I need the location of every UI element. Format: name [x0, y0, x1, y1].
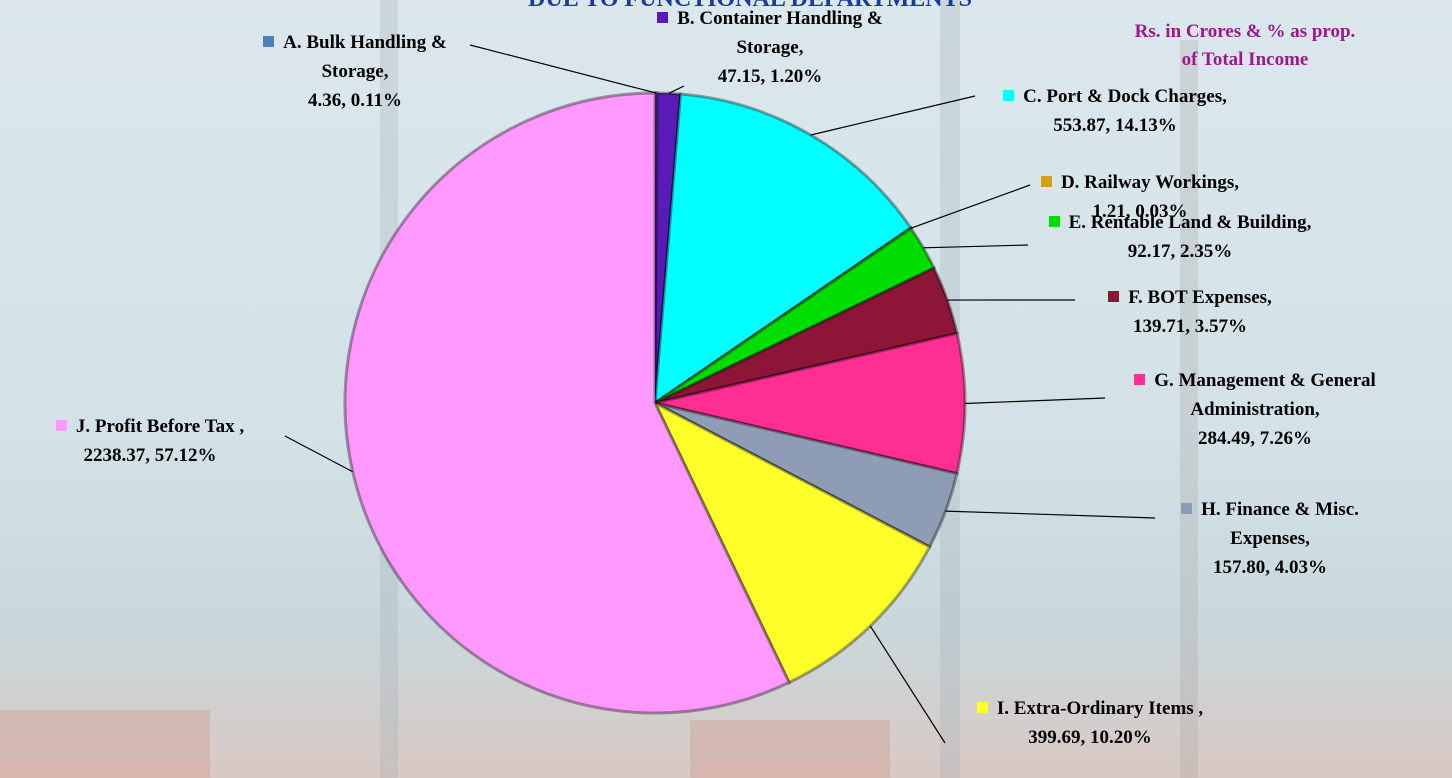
leader-line [910, 184, 1031, 229]
value-label: 92.17, 2.35% [1127, 241, 1233, 262]
legend-marker [1181, 503, 1193, 514]
category-label: D. Railway Workings, [1060, 172, 1240, 193]
chart-subtitle: Rs. in Crores & % as prop. of Total Inco… [1134, 21, 1356, 70]
category-label: E. Rentable Land & Building, [1068, 212, 1312, 233]
value-label: 4.36, 0.11% [308, 90, 402, 111]
legend-marker [1040, 176, 1052, 187]
data-label: C. Port & Dock Charges, 553.87, 14.13% [970, 82, 1260, 140]
legend-marker [55, 420, 67, 431]
value-label: 47.15, 1.20% [717, 66, 823, 87]
legend-marker [1048, 216, 1060, 227]
legend-marker [657, 12, 669, 23]
category-label: J. Profit Before Tax , [75, 416, 245, 437]
leader-line [945, 510, 1156, 519]
legend-marker [1108, 291, 1120, 302]
leader-line [923, 244, 1029, 249]
category-label: H. Finance & Misc. Expenses, [1201, 499, 1359, 549]
value-label: 157.80, 4.03% [1213, 557, 1327, 578]
leader-line [810, 95, 976, 136]
pie-slice [651, 399, 932, 685]
value-label: 1.21, 0.03% [1092, 201, 1188, 222]
category-label: C. Port & Dock Charges, [1023, 86, 1227, 107]
legend-marker [1134, 374, 1146, 385]
data-label: G. Management & General Administration, 2… [1105, 366, 1405, 453]
data-label: I. Extra-Ordinary Items , 399.69, 10.20% [945, 694, 1235, 752]
pie-slice [654, 266, 959, 405]
data-label: H. Finance & Misc. Expenses, 157.80, 4.03… [1160, 495, 1380, 582]
leader-line [469, 44, 657, 94]
pie-slice [653, 92, 913, 407]
category-label: A. Bulk Handling & Storage, [283, 32, 447, 82]
data-label: E. Rentable Land & Building, 92.17, 2.35% [1020, 208, 1340, 266]
category-label: G. Management & General Administration, [1154, 370, 1376, 420]
value-label: 2238.37, 57.12% [83, 445, 217, 466]
value-label: 553.87, 14.13% [1053, 115, 1177, 136]
pie-slice [653, 91, 683, 404]
category-label: B. Container Handling & Storage, [677, 8, 883, 58]
legend-marker [263, 36, 275, 47]
value-label: 139.71, 3.57% [1133, 316, 1247, 337]
leader-line [668, 85, 685, 94]
chart-title: DUE TO FUNCTIONAL DEPARTMENTS [440, 0, 1060, 13]
legend-marker [1003, 90, 1015, 101]
value-label: 284.49, 7.26% [1198, 428, 1312, 449]
data-label: A. Bulk Handling & Storage, 4.36, 0.11% [230, 28, 480, 115]
background [0, 0, 1198, 778]
category-label: F. BOT Expenses, [1128, 287, 1272, 308]
leader-line [284, 435, 353, 473]
value-label: 399.69, 10.20% [1028, 727, 1152, 748]
data-label: B. Container Handling & Storage, 47.15, 1… [625, 4, 915, 91]
legend-marker [976, 702, 988, 713]
leader-line [869, 625, 946, 744]
data-label: J. Profit Before Tax , 2238.37, 57.12% [0, 412, 300, 470]
leader-line [964, 397, 1106, 405]
category-label: I. Extra-Ordinary Items , [996, 698, 1204, 719]
data-label: D. Railway Workings, 1.21, 0.03% [1025, 168, 1255, 226]
data-label: F. BOT Expenses, 139.71, 3.57% [1080, 283, 1300, 341]
